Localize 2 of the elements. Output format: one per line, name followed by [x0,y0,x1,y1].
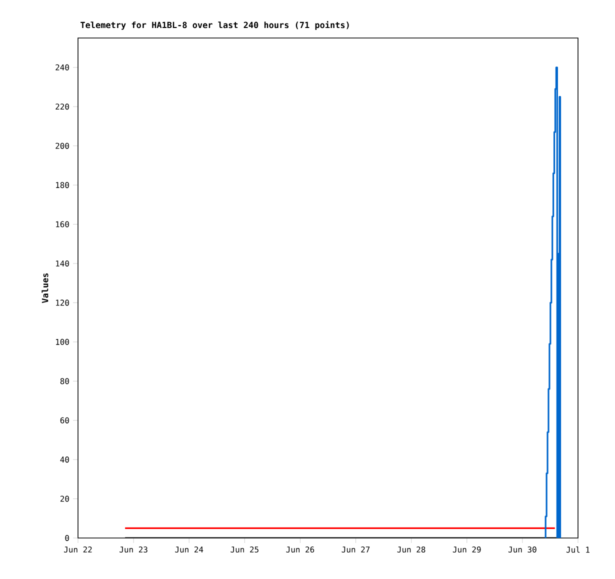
chart-title: Telemetry for HA1BL-8 over last 240 hours (71 points) [80,21,349,30]
y-axis-title: Values [42,273,48,304]
